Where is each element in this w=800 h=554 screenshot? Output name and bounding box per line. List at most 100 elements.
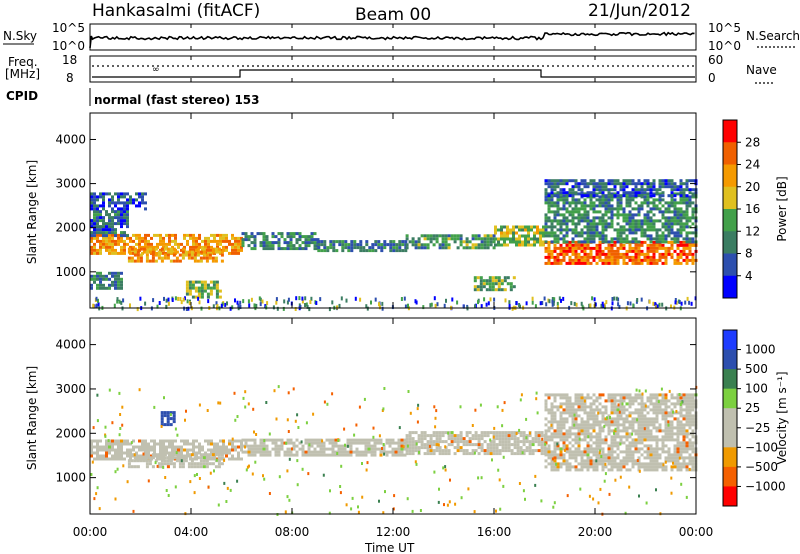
- power-cell: [304, 235, 308, 239]
- power-cell: [679, 198, 683, 202]
- velocity-cell: [416, 407, 419, 411]
- velocity-cell: [691, 459, 695, 463]
- power-cell: [90, 204, 93, 208]
- velocity-cell: [610, 402, 614, 406]
- velocity-cell: [222, 451, 225, 455]
- power-cell: [105, 225, 108, 229]
- velocity-cell: [438, 437, 442, 441]
- power-cell: [126, 198, 129, 202]
- velocity-cell: [601, 411, 605, 415]
- power-cell: [565, 222, 569, 226]
- velocity-cell: [391, 438, 395, 442]
- velocity-cell: [616, 465, 620, 469]
- power-cell: [607, 216, 611, 220]
- velocity-cell: [528, 446, 532, 450]
- power-cell: [679, 207, 683, 211]
- power-cell: [559, 246, 563, 250]
- velocity-cell: [192, 451, 195, 455]
- velocity-cell: [434, 425, 437, 429]
- velocity-cell: [556, 435, 560, 439]
- power-cell: [90, 225, 93, 229]
- power-cell: [219, 236, 222, 240]
- velocity-cell: [691, 441, 695, 445]
- power-cell: [117, 274, 120, 278]
- power-cell: [568, 194, 572, 198]
- velocity-cell: [544, 450, 548, 454]
- power-cell: [640, 252, 644, 256]
- velocity-cell: [408, 449, 412, 453]
- power-cell: [542, 240, 545, 244]
- power-cell: [181, 247, 185, 251]
- power-cell: [577, 231, 581, 235]
- power-cell: [400, 297, 403, 301]
- power-cell: [533, 225, 536, 229]
- power-cell: [114, 216, 117, 220]
- power-cell: [682, 249, 686, 253]
- velocity-cell: [417, 449, 421, 453]
- velocity-cell: [479, 403, 482, 407]
- velocity-cell: [655, 435, 659, 439]
- power-cell: [202, 247, 206, 251]
- power-cell: [565, 191, 569, 195]
- power-cell: [542, 231, 545, 235]
- velocity-cell: [126, 442, 129, 446]
- velocity-cell: [465, 443, 469, 447]
- power-cell: [568, 228, 572, 232]
- velocity-cell: [166, 420, 170, 424]
- power-cell: [262, 238, 266, 242]
- power-cell: [622, 243, 626, 247]
- power-cell: [338, 240, 342, 244]
- power-cell: [509, 228, 512, 232]
- power-cell: [619, 255, 623, 259]
- velocity-cell: [607, 462, 611, 466]
- power-cell: [177, 296, 180, 301]
- power-cell: [551, 302, 554, 307]
- velocity-cell: [420, 446, 424, 450]
- power-cell: [607, 182, 611, 186]
- power-cell: [658, 179, 662, 183]
- velocity-cell: [163, 456, 167, 460]
- power-cell: [625, 179, 629, 183]
- velocity-cell: [688, 453, 692, 457]
- power-cell: [610, 182, 614, 186]
- power-cell: [111, 210, 114, 214]
- power-cell: [114, 222, 117, 226]
- power-cell: [96, 207, 99, 211]
- power-cell: [482, 282, 486, 286]
- velocity-cell: [607, 399, 611, 403]
- velocity-cell: [180, 439, 183, 443]
- velocity-cell: [163, 414, 167, 418]
- velocity-cell: [428, 444, 431, 448]
- power-cell: [200, 306, 203, 311]
- power-cell: [691, 255, 695, 259]
- velocity-cell: [589, 417, 593, 421]
- velocity-cell: [577, 393, 581, 397]
- velocity-cell: [688, 405, 692, 409]
- power-cell: [135, 242, 138, 246]
- power-cell: [93, 242, 96, 246]
- power-cell: [631, 255, 635, 259]
- power-cell: [166, 253, 170, 257]
- power-cell: [670, 210, 674, 214]
- velocity-cell: [586, 441, 590, 445]
- power-cell: [197, 292, 201, 296]
- velocity-cell: [634, 393, 638, 397]
- power-cell: [559, 191, 563, 195]
- power-cell: [117, 242, 120, 246]
- power-cell: [625, 255, 629, 259]
- velocity-cell: [583, 432, 587, 436]
- power-cell: [518, 228, 521, 232]
- velocity-cell: [456, 446, 460, 450]
- power-cell: [601, 228, 605, 232]
- power-cell: [616, 191, 620, 195]
- velocity-cell: [568, 426, 572, 430]
- velocity-cell: [679, 414, 683, 418]
- velocity-cell: [96, 486, 99, 490]
- velocity-cell: [307, 472, 310, 476]
- power-cell: [210, 233, 213, 237]
- power-cell: [544, 240, 548, 244]
- velocity-cell: [308, 443, 311, 447]
- velocity-cell: [437, 443, 440, 447]
- power-cell: [652, 185, 656, 189]
- velocity-cell: [625, 414, 629, 418]
